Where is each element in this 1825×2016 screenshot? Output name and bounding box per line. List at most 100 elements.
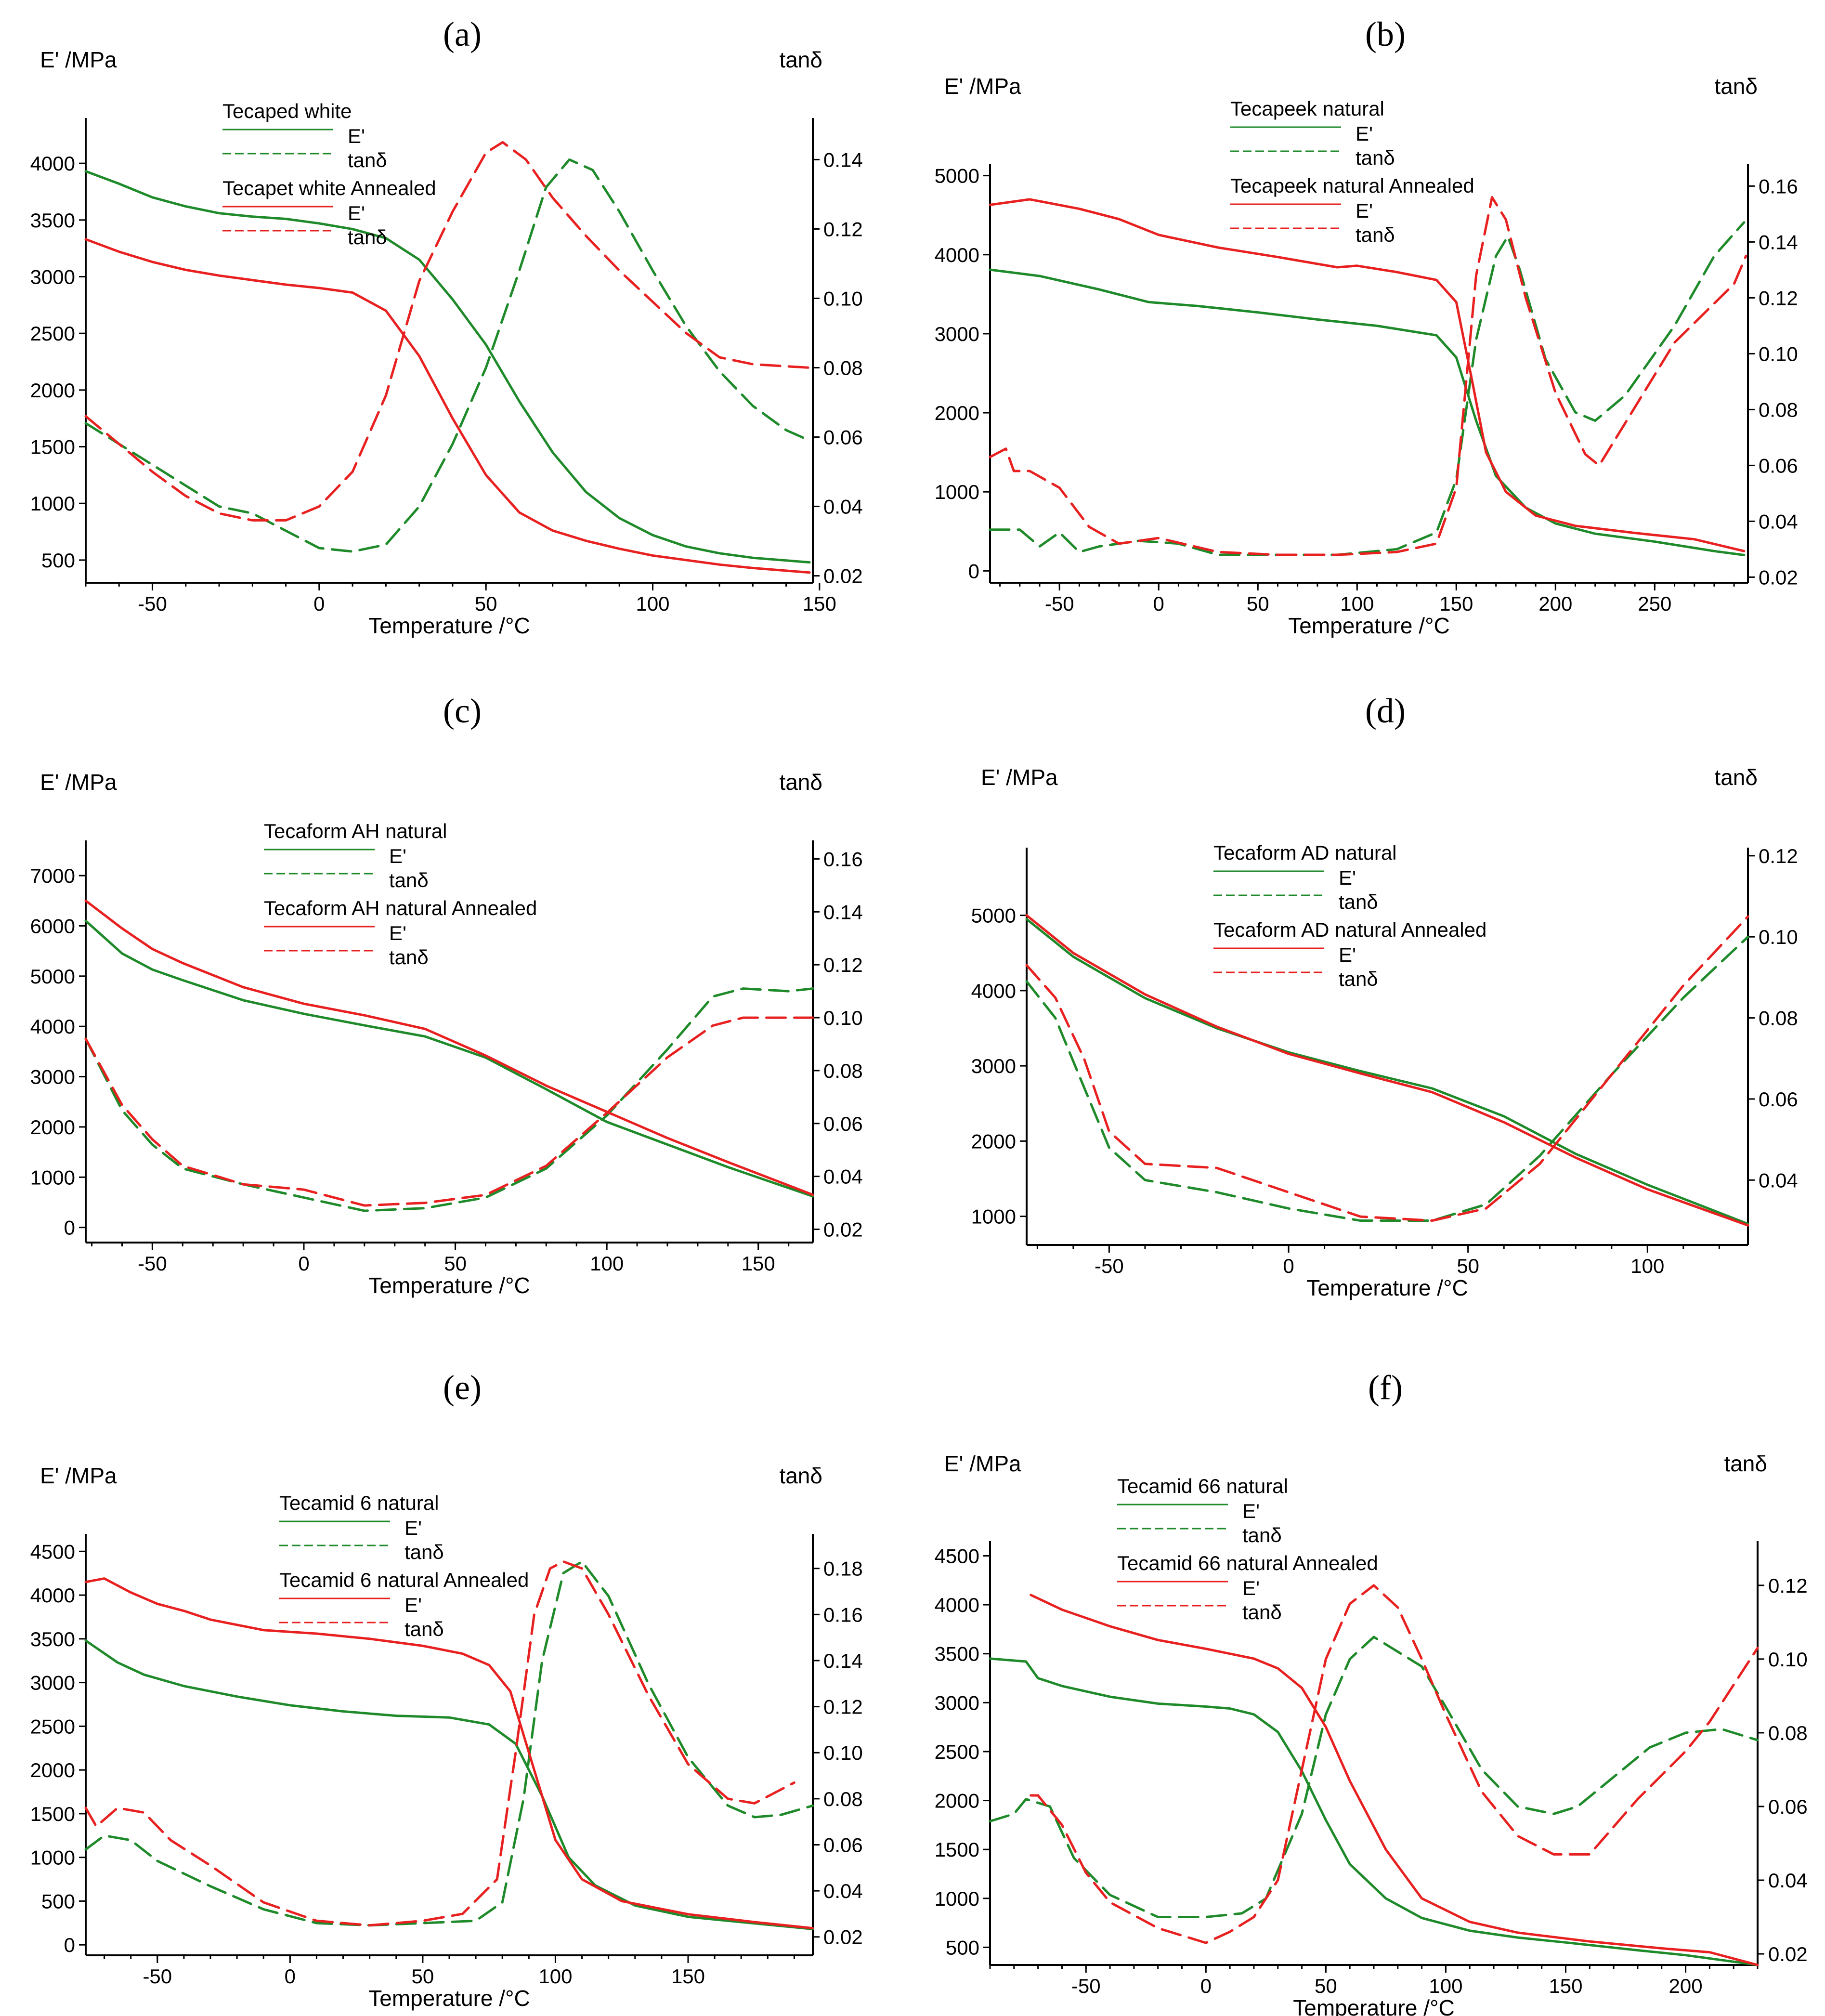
legend-item-label: tanδ: [1356, 146, 1395, 169]
right-y-tick-label: 0.14: [1759, 231, 1798, 253]
legend-group-title: Tecapeek natural: [1230, 97, 1384, 120]
left-y-tick-label: 1000: [30, 1846, 75, 1869]
right-y-tick-label: 0.02: [823, 1218, 863, 1241]
series-line-red-tan-delta: [84, 141, 811, 522]
x-tick-label: 100: [1429, 1975, 1462, 1997]
panel-label: (c): [443, 692, 482, 730]
legend-item-label: E': [404, 1594, 422, 1616]
x-axis-title: Temperature /°C: [368, 1273, 530, 1298]
legend-item-label: tanδ: [348, 149, 387, 171]
left-y-tick-label: 4000: [30, 152, 75, 175]
legend-group-title: Tecaform AH natural: [264, 820, 447, 842]
right-y-tick-label: 0.08: [1759, 1007, 1798, 1030]
series-line-green-tan-delta: [989, 221, 1746, 556]
left-y-tick-label: 5000: [971, 904, 1016, 927]
right-y-tick-label: 0.08: [823, 357, 863, 380]
x-tick-label: 150: [671, 1965, 705, 1988]
legend-item-label: tanδ: [389, 869, 429, 891]
series-line-red-storage-modulus: [989, 198, 1746, 552]
left-y-tick-label: 1500: [935, 1838, 979, 1861]
left-y-tick-label: 2500: [30, 1715, 75, 1738]
x-tick-label: 250: [1638, 592, 1671, 615]
x-tick-label: 50: [475, 592, 497, 615]
series-line-green-tan-delta: [84, 987, 814, 1212]
right-y-tick-label: 0.10: [823, 1007, 863, 1029]
chart-panel-e: (e)-50 0 50 100 1500500100015002000250030003…: [30, 1368, 863, 2011]
series-line-green-storage-modulus: [84, 919, 814, 1198]
left-y-tick-label: 4000: [935, 1594, 979, 1616]
legend-item-label: tanδ: [1356, 223, 1395, 246]
left-y-tick-label: 2500: [935, 1741, 979, 1763]
left-y-tick-label: 1000: [30, 1166, 75, 1189]
left-y-tick-label: 1000: [30, 492, 75, 515]
right-y-tick-label: 0.04: [823, 1880, 863, 1902]
legend-item-label: tanδ: [1242, 1601, 1282, 1623]
right-y-tick-label: 0.08: [1759, 398, 1798, 421]
right-y-tick-label: 0.12: [823, 954, 863, 976]
right-y-tick-label: 0.12: [1768, 1574, 1808, 1597]
panel-label: (b): [1365, 15, 1406, 53]
right-axis-title: tanδ: [779, 1463, 822, 1488]
right-axis-title: tanδ: [1714, 74, 1758, 99]
left-y-tick-label: 500: [41, 1890, 75, 1912]
right-y-tick-label: 0.04: [1768, 1869, 1808, 1892]
chart-panel-b: (b) -50 0 50 100 150 200 250 0 1000 2000 3000 4000 50…: [935, 15, 1798, 638]
x-tick-label: 0: [313, 592, 325, 615]
x-tick-label: -50: [143, 1965, 172, 1988]
left-axis-title: E' /MPa: [40, 1463, 117, 1488]
left-y-tick-label: 5000: [30, 965, 75, 988]
legend-item-label: E': [389, 845, 406, 867]
right-y-tick-label: 0.16: [823, 1603, 863, 1626]
right-y-tick-label: 0.10: [823, 287, 863, 310]
x-tick-label: 0: [1283, 1255, 1294, 1277]
legend-group-title: Tecaped white: [222, 100, 352, 122]
x-tick-label: 100: [538, 1965, 572, 1988]
left-y-tick-label: 7000: [30, 864, 75, 887]
series-line-red-storage-modulus: [84, 238, 811, 574]
left-y-tick-label: 2000: [935, 1790, 979, 1812]
left-y-tick-label: 2500: [30, 322, 75, 345]
left-y-tick-label: 2000: [971, 1130, 1016, 1152]
right-axis-title: tanδ: [779, 770, 822, 795]
x-tick-label: 150: [803, 592, 836, 615]
right-y-tick-label: 0.08: [823, 1060, 863, 1082]
left-y-tick-label: 3000: [971, 1055, 1016, 1077]
series-line-green-tan-delta: [989, 1636, 1759, 1918]
legend-item-label: E': [1242, 1577, 1260, 1599]
legend-item-label: tanδ: [1339, 890, 1378, 913]
left-y-tick-label: 3500: [935, 1643, 979, 1665]
left-y-tick-label: 0: [64, 1934, 75, 1956]
series-line-red-storage-modulus: [84, 899, 814, 1196]
left-y-tick-label: 2000: [30, 1759, 75, 1781]
x-tick-label: 150: [742, 1252, 775, 1275]
x-tick-label: 100: [590, 1252, 624, 1275]
left-y-tick-label: 0: [968, 560, 979, 582]
right-y-tick-label: 0.02: [823, 565, 863, 588]
x-tick-label: 100: [1630, 1255, 1664, 1277]
legend-group-title: Tecamid 6 natural: [279, 1492, 439, 1514]
x-axis-title: Temperature /°C: [1288, 613, 1449, 638]
right-y-tick-label: 0.14: [823, 901, 863, 923]
x-tick-label: 0: [298, 1252, 309, 1275]
series-line-green-tan-delta: [1025, 935, 1749, 1222]
legend-group-title: Tecamid 66 natural: [1117, 1475, 1288, 1497]
x-tick-label: 200: [1669, 1975, 1703, 1997]
x-tick-label: 0: [1200, 1975, 1212, 1997]
chart-panel-c: (c) -50 0 50 100 150 0 1000 2000 3000 4000 5000 6000…: [30, 692, 863, 1298]
chart-panel-a: (a) -50 0 50 100 150 500 1000 1500 2000 2500 3000 35…: [30, 15, 863, 638]
series-line-green-storage-modulus: [989, 268, 1746, 556]
x-tick-label: 50: [1247, 592, 1269, 615]
left-y-tick-label: 4500: [935, 1545, 979, 1567]
left-y-tick-label: 2000: [935, 402, 979, 424]
right-y-tick-label: 0.04: [823, 1165, 863, 1188]
right-y-tick-label: 0.14: [823, 148, 863, 171]
legend-item-label: E': [348, 125, 365, 147]
right-y-tick-label: 0.12: [823, 218, 863, 240]
x-tick-label: 100: [636, 592, 669, 615]
series-line-green-storage-modulus: [84, 170, 811, 564]
x-tick-label: 50: [1315, 1975, 1337, 1997]
chart-panel-f: (f) -50 0 50 100 150 200 500 1000 1500 2000 2500 300…: [935, 1368, 1808, 2016]
series-line-red-tan-delta: [84, 1016, 814, 1207]
legend-item-label: E': [389, 922, 406, 944]
x-tick-label: -50: [1045, 592, 1074, 615]
